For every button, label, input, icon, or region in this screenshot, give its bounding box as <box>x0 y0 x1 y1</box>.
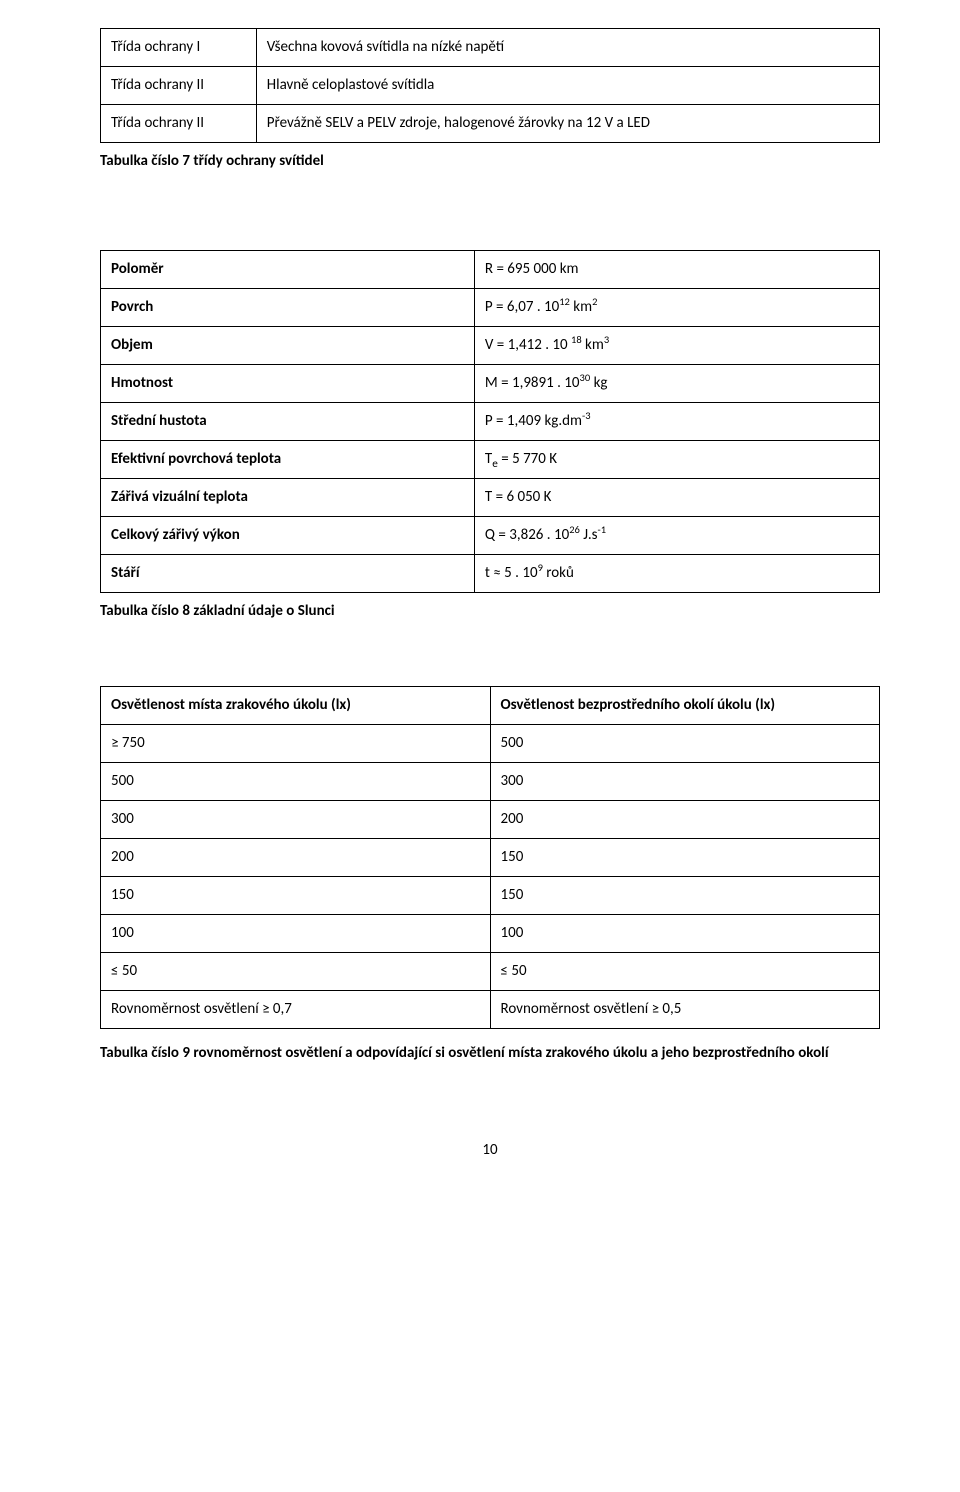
cell-label: Efektivní povrchová teplota <box>101 441 475 479</box>
cell-right: 150 <box>490 877 880 915</box>
cell-left: 150 <box>101 877 491 915</box>
cell-left: Rovnoměrnost osvětlení ≥ 0,7 <box>101 991 491 1029</box>
table-row: Zářivá vizuální teplotaT = 6 050 K <box>101 479 880 517</box>
cell-value: Převážně SELV a PELV zdroje, halogenové … <box>256 105 879 143</box>
cell-right: 100 <box>490 915 880 953</box>
cell-label: Zářivá vizuální teplota <box>101 479 475 517</box>
spacer <box>100 622 880 686</box>
cell-label: Třída ochrany II <box>101 67 257 105</box>
cell-value: P = 6,07 . 1012 km2 <box>474 289 879 327</box>
header-cell-left: Osvětlenost místa zrakového úkolu (lx) <box>101 687 491 725</box>
table-row: 200150 <box>101 839 880 877</box>
table-illuminance: Osvětlenost místa zrakového úkolu (lx)Os… <box>100 686 880 1029</box>
cell-left: 300 <box>101 801 491 839</box>
table-row: PoloměrR = 695 000 km <box>101 251 880 289</box>
cell-value: Te = 5 770 K <box>474 441 879 479</box>
cell-label: Stáří <box>101 555 475 593</box>
table-row: Třída ochrany IIHlavně celoplastové svít… <box>101 67 880 105</box>
cell-label: Objem <box>101 327 475 365</box>
cell-right: 150 <box>490 839 880 877</box>
cell-left: 200 <box>101 839 491 877</box>
table-sun-data: PoloměrR = 695 000 kmPovrchP = 6,07 . 10… <box>100 250 880 593</box>
cell-label: Hmotnost <box>101 365 475 403</box>
table-row: ≤ 50≤ 50 <box>101 953 880 991</box>
cell-right: 500 <box>490 725 880 763</box>
cell-left: ≥ 750 <box>101 725 491 763</box>
table8-caption: Tabulka číslo 8 základní údaje o Slunci <box>100 593 880 622</box>
cell-value: Všechna kovová svítidla na nízké napětí <box>256 29 879 67</box>
table-row: Třída ochrany IIPřevážně SELV a PELV zdr… <box>101 105 880 143</box>
cell-left: 500 <box>101 763 491 801</box>
table-row: 500300 <box>101 763 880 801</box>
cell-value: P = 1,409 kg.dm-3 <box>474 403 879 441</box>
table-row: ≥ 750500 <box>101 725 880 763</box>
cell-right: 300 <box>490 763 880 801</box>
table-row: HmotnostM = 1,9891 . 1030 kg <box>101 365 880 403</box>
table-row: Rovnoměrnost osvětlení ≥ 0,7Rovnoměrnost… <box>101 991 880 1029</box>
table-row: Stářít ≈ 5 . 109 roků <box>101 555 880 593</box>
table-row: PovrchP = 6,07 . 1012 km2 <box>101 289 880 327</box>
cell-left: ≤ 50 <box>101 953 491 991</box>
cell-value: T = 6 050 K <box>474 479 879 517</box>
cell-label: Střední hustota <box>101 403 475 441</box>
cell-label: Třída ochrany II <box>101 105 257 143</box>
table-row: Celkový zářivý výkonQ = 3,826 . 1026 J.s… <box>101 517 880 555</box>
table-row: 300200 <box>101 801 880 839</box>
cell-label: Třída ochrany I <box>101 29 257 67</box>
cell-value: t ≈ 5 . 109 roků <box>474 555 879 593</box>
cell-left: 100 <box>101 915 491 953</box>
table-row: Efektivní povrchová teplotaTe = 5 770 K <box>101 441 880 479</box>
page-number: 10 <box>100 1140 880 1161</box>
table-protection-classes: Třída ochrany IVšechna kovová svítidla n… <box>100 28 880 143</box>
spacer <box>100 172 880 250</box>
table-row: ObjemV = 1,412 . 10 18 km3 <box>101 327 880 365</box>
cell-label: Celkový zářivý výkon <box>101 517 475 555</box>
cell-label: Poloměr <box>101 251 475 289</box>
table9-caption: Tabulka číslo 9 rovnoměrnost osvětlení a… <box>100 1029 880 1070</box>
table-row: Třída ochrany IVšechna kovová svítidla n… <box>101 29 880 67</box>
cell-right: ≤ 50 <box>490 953 880 991</box>
cell-right: Rovnoměrnost osvětlení ≥ 0,5 <box>490 991 880 1029</box>
cell-value: V = 1,412 . 10 18 km3 <box>474 327 879 365</box>
table-row: Střední hustotaP = 1,409 kg.dm-3 <box>101 403 880 441</box>
cell-right: 200 <box>490 801 880 839</box>
cell-value: Hlavně celoplastové svítidla <box>256 67 879 105</box>
cell-value: M = 1,9891 . 1030 kg <box>474 365 879 403</box>
table-row: 150150 <box>101 877 880 915</box>
page: Třída ochrany IVšechna kovová svítidla n… <box>0 0 960 1201</box>
cell-label: Povrch <box>101 289 475 327</box>
header-cell-right: Osvětlenost bezprostředního okolí úkolu … <box>490 687 880 725</box>
table-row: 100100 <box>101 915 880 953</box>
table-header-row: Osvětlenost místa zrakového úkolu (lx)Os… <box>101 687 880 725</box>
cell-value: R = 695 000 km <box>474 251 879 289</box>
table7-caption: Tabulka číslo 7 třídy ochrany svítidel <box>100 143 880 172</box>
cell-value: Q = 3,826 . 1026 J.s-1 <box>474 517 879 555</box>
